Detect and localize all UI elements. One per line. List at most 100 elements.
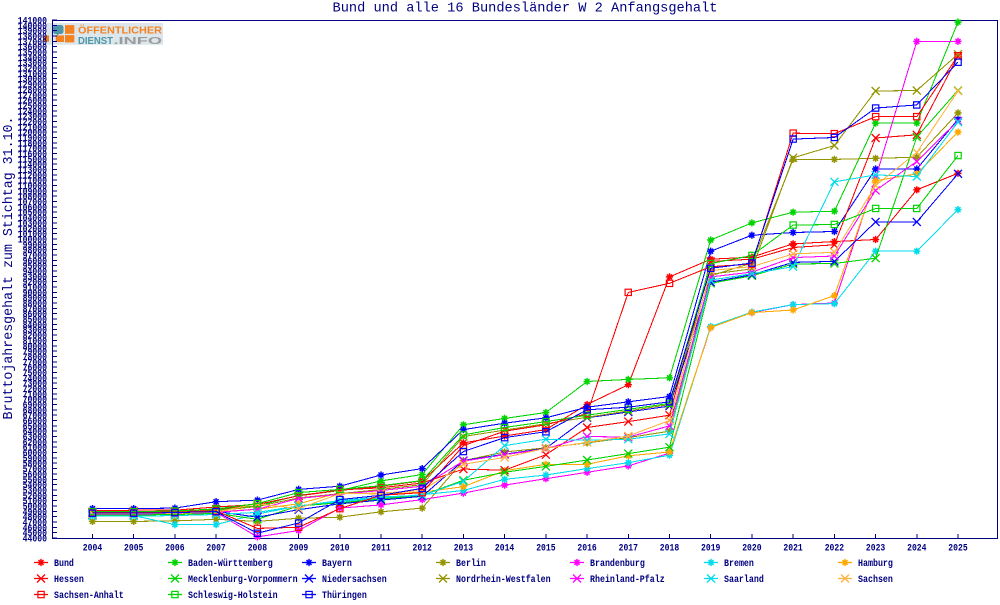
svg-text:95000: 95000 [23,261,47,272]
svg-text:Saarland: Saarland [724,574,764,585]
svg-text:91000: 91000 [23,283,47,294]
svg-text:Schleswig-Holstein: Schleswig-Holstein [188,590,278,600]
svg-text:77000: 77000 [23,357,47,368]
svg-text:47000: 47000 [23,518,47,529]
svg-text:104000: 104000 [18,213,47,224]
svg-text:2006: 2006 [165,543,184,554]
svg-text:138000: 138000 [18,32,47,43]
svg-text:102000: 102000 [18,224,47,235]
svg-text:2019: 2019 [701,543,720,554]
svg-text:98000: 98000 [23,245,47,256]
svg-text:111000: 111000 [18,176,47,187]
svg-text:134000: 134000 [18,53,47,64]
svg-text:117000: 117000 [18,144,47,155]
svg-text:DIENST: DIENST [78,36,114,47]
svg-text:2018: 2018 [660,543,679,554]
svg-text:49000: 49000 [23,507,47,518]
svg-text:106000: 106000 [18,202,47,213]
svg-text:123000: 123000 [18,112,47,123]
svg-text:71000: 71000 [23,389,47,400]
svg-text:68000: 68000 [23,405,47,416]
svg-text:119000: 119000 [18,133,47,144]
svg-text:2013: 2013 [454,543,473,554]
svg-text:70000: 70000 [23,395,47,406]
svg-text:Berlin: Berlin [456,558,486,569]
svg-text:86000: 86000 [23,309,47,320]
svg-text:2025: 2025 [948,543,967,554]
svg-text:99000: 99000 [23,240,47,251]
svg-text:54000: 54000 [23,480,47,491]
svg-text:89000: 89000 [23,293,47,304]
svg-text:2007: 2007 [206,543,225,554]
svg-text:2011: 2011 [371,543,390,554]
svg-text:64000: 64000 [23,427,47,438]
svg-text:62000: 62000 [23,437,47,448]
svg-text:2015: 2015 [536,543,555,554]
svg-text:127000: 127000 [18,90,47,101]
svg-text:126000: 126000 [18,96,47,107]
svg-text:101000: 101000 [18,229,47,240]
svg-text:50000: 50000 [23,502,47,513]
svg-text:130000: 130000 [18,74,47,85]
svg-text:129000: 129000 [18,80,47,91]
svg-text:103000: 103000 [18,218,47,229]
svg-text:58000: 58000 [23,459,47,470]
svg-text:116000: 116000 [18,149,47,160]
svg-text:137000: 137000 [18,37,47,48]
svg-text:2023: 2023 [866,543,885,554]
svg-text:122000: 122000 [18,117,47,128]
svg-text:78000: 78000 [23,352,47,363]
svg-text:94000: 94000 [23,267,47,278]
svg-text:84000: 84000 [23,320,47,331]
svg-text:Sachsen: Sachsen [858,574,893,585]
svg-text:113000: 113000 [18,165,47,176]
svg-text:2022: 2022 [825,543,844,554]
svg-text:75000: 75000 [23,368,47,379]
svg-text:100000: 100000 [18,234,47,245]
svg-text:140000: 140000 [18,21,47,32]
svg-text:139000: 139000 [18,26,47,37]
svg-text:Mecklenburg-Vorpommern: Mecklenburg-Vorpommern [188,574,298,585]
svg-text:72000: 72000 [23,384,47,395]
svg-text:121000: 121000 [18,122,47,133]
svg-text:114000: 114000 [18,160,47,171]
svg-text:124000: 124000 [18,106,47,117]
svg-text:109000: 109000 [18,186,47,197]
svg-text:112000: 112000 [18,170,47,181]
svg-text:2008: 2008 [248,543,267,554]
svg-text:2021: 2021 [783,543,802,554]
svg-text:60000: 60000 [23,448,47,459]
svg-text:82000: 82000 [23,331,47,342]
svg-text:66000: 66000 [23,416,47,427]
svg-text:92000: 92000 [23,277,47,288]
svg-text:Hamburg: Hamburg [858,558,893,569]
svg-text:79000: 79000 [23,347,47,358]
svg-text:2009: 2009 [289,543,308,554]
svg-text:Rheinland-Pfalz: Rheinland-Pfalz [590,574,665,585]
svg-text:Thüringen: Thüringen [322,590,367,600]
svg-text:93000: 93000 [23,272,47,283]
svg-text:132000: 132000 [18,64,47,75]
svg-text:2024: 2024 [907,543,926,554]
svg-text:2016: 2016 [577,543,596,554]
svg-text:Nordrhein-Westfalen: Nordrhein-Westfalen [456,574,551,585]
svg-text:76000: 76000 [23,363,47,374]
svg-text:87000: 87000 [23,304,47,315]
svg-text:96000: 96000 [23,256,47,267]
svg-text:73000: 73000 [23,379,47,390]
svg-text:2020: 2020 [742,543,761,554]
svg-text:55000: 55000 [23,475,47,486]
svg-text:Bund und alle 16 Bundesländer: Bund und alle 16 Bundesländer W 2 Anfang… [333,2,718,17]
svg-text:2004: 2004 [83,543,102,554]
svg-text:74000: 74000 [23,373,47,384]
svg-text:Baden-Württemberg: Baden-Württemberg [188,558,273,569]
svg-text:85000: 85000 [23,315,47,326]
svg-text:45000: 45000 [23,528,47,539]
svg-text:Hessen: Hessen [54,574,84,585]
svg-text:56000: 56000 [23,469,47,480]
svg-text:80000: 80000 [23,341,47,352]
svg-text:136000: 136000 [18,42,47,53]
svg-text:Sachsen-Anhalt: Sachsen-Anhalt [54,590,124,600]
svg-text:115000: 115000 [18,154,47,165]
svg-text:.INFO: .INFO [114,36,163,47]
